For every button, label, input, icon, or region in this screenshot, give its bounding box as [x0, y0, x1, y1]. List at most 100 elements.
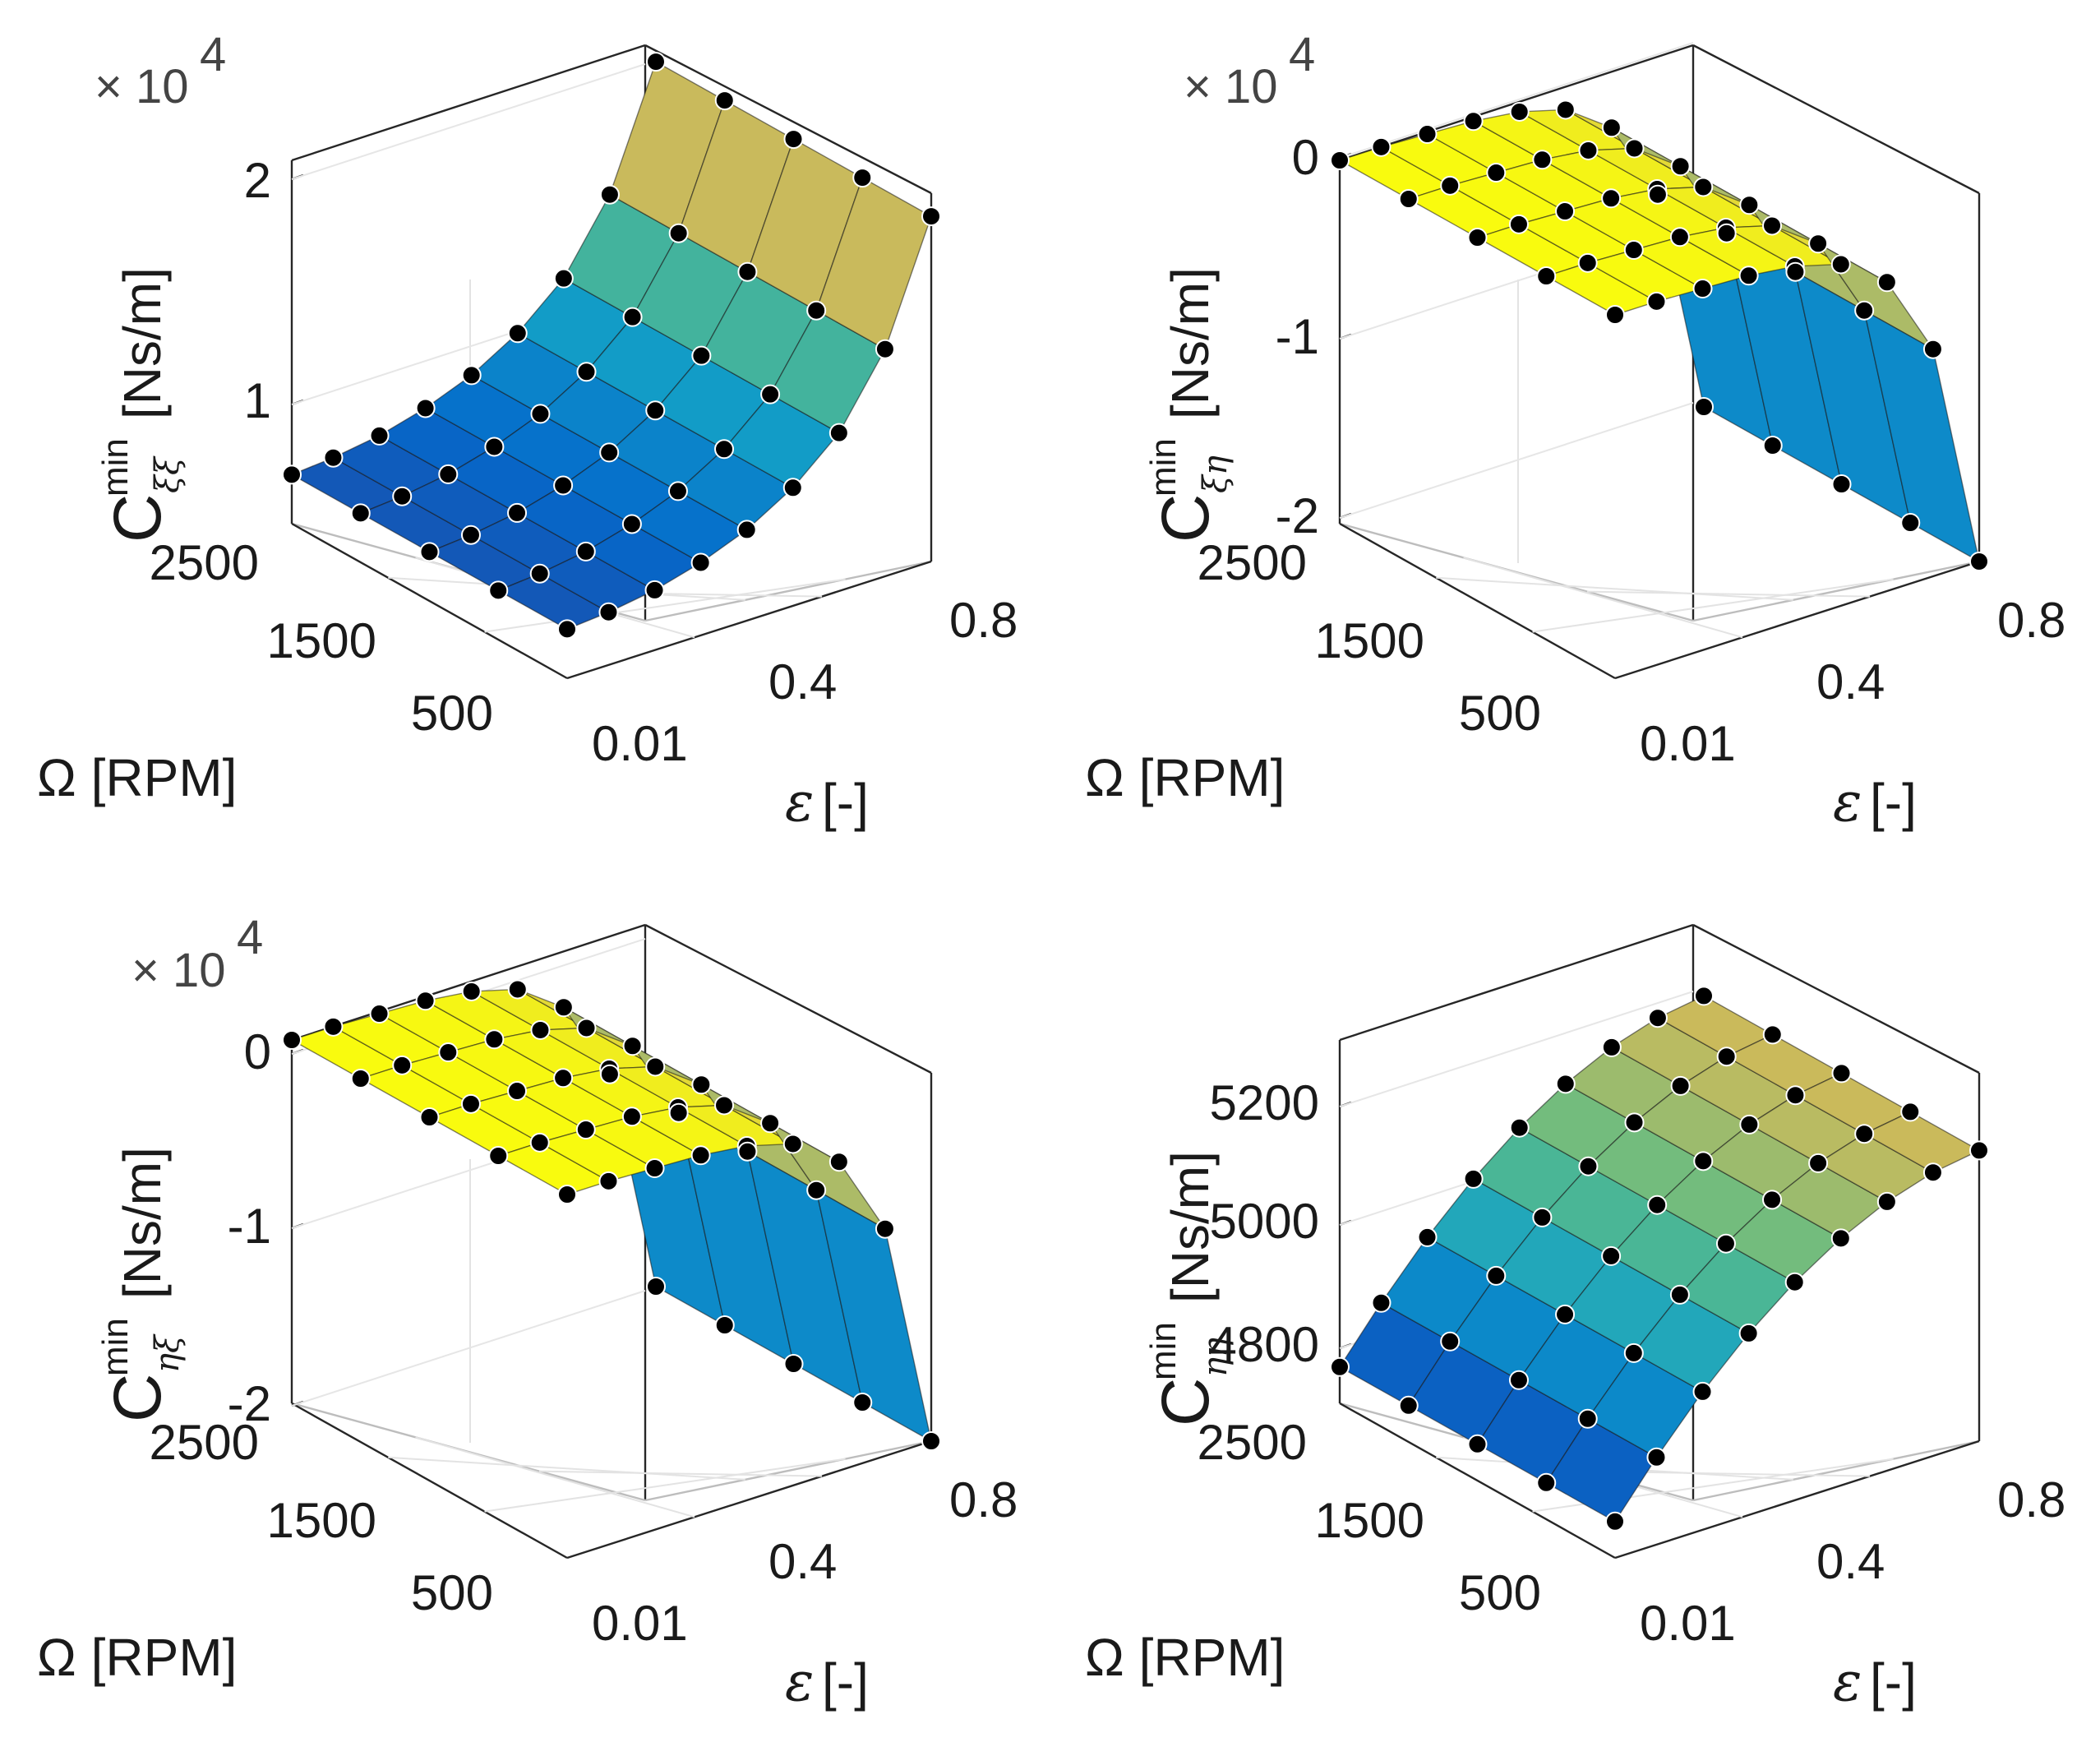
- grid-line-z: [1339, 402, 1694, 519]
- data-point: [875, 1218, 895, 1239]
- data-point: [438, 1042, 459, 1063]
- omega-axis-line: [1339, 522, 1616, 680]
- data-point: [438, 464, 459, 484]
- data-point: [760, 384, 781, 404]
- data-point: [852, 1393, 873, 1412]
- z-label-subscript: ηη: [1197, 1338, 1235, 1377]
- data-point: [557, 1185, 577, 1204]
- data-point: [282, 1030, 302, 1050]
- data-point: [1854, 300, 1875, 321]
- data-point: [1693, 1151, 1714, 1171]
- eps-axis-symbol: ε: [1833, 1650, 1862, 1713]
- data-point: [668, 1102, 689, 1123]
- data-point: [1417, 124, 1438, 145]
- data-point: [622, 1036, 643, 1056]
- data-points-etaeta: [1330, 986, 1989, 1532]
- data-point: [691, 1074, 712, 1095]
- data-point: [350, 1069, 371, 1088]
- data-point: [1440, 1331, 1461, 1352]
- data-point: [598, 1171, 619, 1191]
- data-point: [646, 1277, 666, 1296]
- data-point: [668, 223, 689, 243]
- eps-tick-label: 0.8: [949, 1472, 1018, 1527]
- floor-edge-back-right: [1692, 1439, 1980, 1502]
- z-tick-label: -1: [1276, 309, 1319, 364]
- eps-tick-label: 0.01: [1640, 716, 1736, 771]
- data-point: [529, 563, 550, 584]
- data-point: [690, 1145, 711, 1166]
- z-tick-label: 2: [244, 153, 271, 208]
- omega-axis-label: Ω [RPM]: [37, 1628, 237, 1687]
- data-point: [1486, 1265, 1507, 1286]
- z-tick-label: 0: [1292, 130, 1319, 185]
- omega-tick-label: 500: [1459, 1565, 1541, 1620]
- data-point: [599, 442, 620, 463]
- data-point: [1738, 1323, 1759, 1343]
- data-point: [1330, 150, 1350, 170]
- data-point: [645, 400, 666, 421]
- z-tick-label: -2: [228, 1376, 271, 1431]
- data-point: [507, 323, 528, 344]
- data-point: [1555, 99, 1576, 120]
- data-point: [1555, 1074, 1576, 1094]
- data-point: [1739, 195, 1760, 215]
- data-points-etaxi: [282, 979, 941, 1451]
- data-point: [1785, 1085, 1806, 1106]
- data-point: [1371, 136, 1392, 157]
- data-point: [1509, 101, 1530, 122]
- gridlines-xieta: [1436, 280, 1894, 639]
- data-point: [1601, 1245, 1622, 1266]
- data-point: [1739, 1114, 1760, 1134]
- omega-tick-label: 2500: [150, 535, 259, 590]
- back-edge-top-right: [1692, 923, 1980, 1074]
- z-label-letter: C: [100, 1374, 175, 1422]
- data-point: [1692, 279, 1713, 299]
- data-point: [1969, 552, 1989, 571]
- eps-axis-line: [566, 1439, 932, 1560]
- grid-line-floor: [538, 1470, 823, 1477]
- omega-tick-label: 500: [1459, 686, 1541, 741]
- data-point: [1762, 436, 1783, 455]
- data-point: [1532, 1207, 1553, 1227]
- data-point: [1716, 1047, 1737, 1067]
- data-point: [714, 1315, 735, 1335]
- data-point: [1647, 184, 1668, 205]
- z-tick-label: 1: [244, 373, 271, 428]
- data-point: [553, 475, 574, 496]
- z-tick-label: 5200: [1210, 1075, 1319, 1130]
- surface-etaeta: [1339, 995, 1981, 1523]
- floor-edge-back-right: [1692, 560, 1980, 622]
- z-label-letter: C: [100, 494, 175, 543]
- eps-axis-unit: [-]: [822, 1652, 869, 1712]
- data-point: [783, 1354, 804, 1374]
- data-point: [1694, 986, 1714, 1006]
- data-point: [1785, 261, 1806, 282]
- data-point: [1467, 1434, 1488, 1454]
- data-point: [484, 437, 505, 457]
- data-point: [1536, 1472, 1557, 1493]
- omega-tick-label: 2500: [1198, 1415, 1307, 1470]
- data-point: [1555, 201, 1576, 222]
- eps-axis-symbol: ε: [1833, 770, 1862, 834]
- data-point: [1440, 175, 1461, 196]
- data-point: [1578, 1156, 1599, 1176]
- data-point: [1463, 111, 1484, 132]
- eps-axis-line: [566, 560, 932, 680]
- omega-axis-line: [1339, 1402, 1616, 1560]
- eps-tick-label: 0.4: [1816, 654, 1885, 709]
- data-point: [1601, 118, 1622, 138]
- eps-tick-label: 0.01: [1640, 1596, 1736, 1651]
- data-points-xieta: [1330, 99, 1989, 571]
- grid-line-z: [1339, 991, 1694, 1107]
- z-label-letter: C: [1148, 494, 1223, 543]
- data-point: [507, 502, 528, 523]
- back-edge-top-right: [644, 44, 932, 195]
- z-tick-label: 5000: [1210, 1194, 1319, 1249]
- data-point: [1555, 1304, 1576, 1324]
- z-multiplier-exponent: 4: [1289, 28, 1315, 81]
- data-point: [1830, 1228, 1851, 1249]
